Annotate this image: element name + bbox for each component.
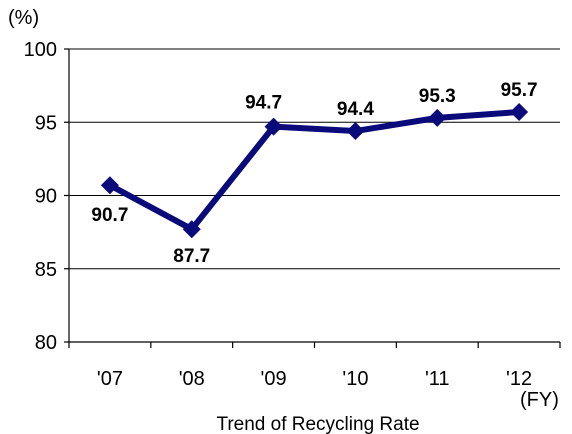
x-tick-label: '08 — [179, 368, 205, 390]
data-label: 87.7 — [173, 246, 210, 267]
data-point — [264, 117, 283, 136]
y-tick-labels: 80 85 90 95 100 — [24, 39, 57, 354]
y-tick-label: 90 — [35, 186, 57, 208]
x-tick-label: '12 — [506, 368, 532, 390]
data-point — [100, 176, 119, 195]
data-point — [182, 220, 201, 239]
x-tick-label: '07 — [97, 368, 123, 390]
data-label: 90.7 — [91, 205, 128, 226]
y-tick-label: 80 — [35, 332, 57, 354]
data-point — [510, 102, 529, 121]
series-recycling-rate — [100, 102, 529, 239]
axes — [64, 48, 561, 348]
data-point — [346, 122, 365, 141]
x-tick-label: '09 — [261, 368, 287, 390]
series-line — [108, 109, 520, 233]
data-label: 95.3 — [419, 86, 456, 107]
chart-caption: Trend of Recycling Rate — [216, 414, 419, 434]
data-label: 94.4 — [337, 99, 374, 120]
data-label: 94.7 — [245, 93, 282, 114]
y-unit-label: (%) — [8, 7, 39, 29]
gridlines — [69, 48, 560, 270]
data-point — [428, 108, 447, 127]
x-tick-labels: '07 '08 '09 '10 '11 '12 — [97, 368, 532, 390]
x-tick-label: '10 — [342, 368, 368, 390]
x-unit-label: (FY) — [520, 389, 559, 411]
x-tick-label: '11 — [425, 368, 450, 390]
data-label: 95.7 — [501, 80, 538, 101]
y-tick-label: 100 — [24, 39, 57, 61]
data-labels: 90.7 87.7 94.7 94.4 95.3 95.7 — [91, 80, 537, 267]
y-tick-label: 95 — [35, 112, 57, 134]
y-tick-label: 85 — [35, 259, 57, 281]
